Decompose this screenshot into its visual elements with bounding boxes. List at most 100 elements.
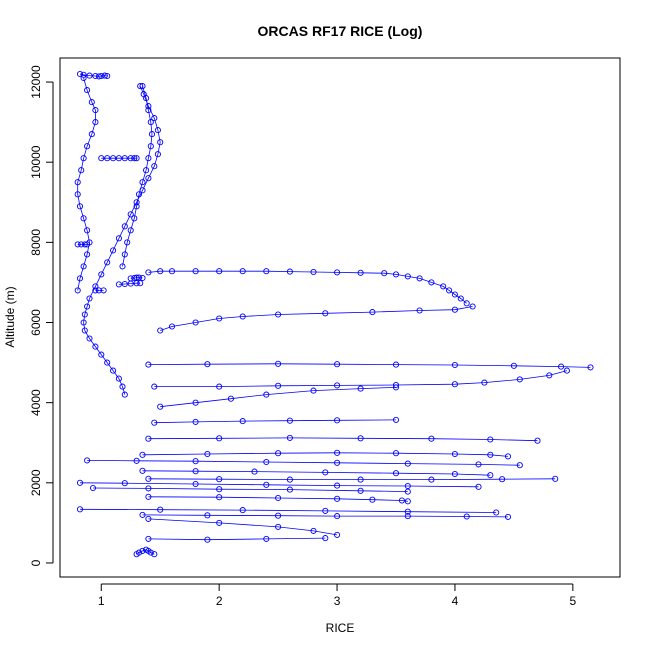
data-point bbox=[92, 343, 99, 350]
data-point bbox=[322, 469, 329, 476]
data-point bbox=[81, 311, 88, 318]
data-point bbox=[192, 418, 199, 425]
data-point bbox=[147, 143, 154, 150]
data-point bbox=[392, 470, 400, 477]
data-point bbox=[154, 127, 161, 134]
data-point bbox=[110, 247, 117, 254]
series-line bbox=[154, 370, 568, 388]
data-point bbox=[463, 513, 470, 520]
data-point bbox=[398, 497, 405, 504]
data-point bbox=[275, 450, 282, 457]
data-point bbox=[216, 383, 223, 390]
y-tick-label: 6000 bbox=[29, 309, 43, 336]
x-axis-label: RICE bbox=[326, 621, 355, 635]
series-line bbox=[122, 85, 153, 267]
data-point bbox=[131, 274, 138, 282]
data-point bbox=[404, 498, 411, 505]
data-point bbox=[78, 241, 85, 248]
data-point bbox=[216, 519, 223, 526]
data-point bbox=[357, 476, 364, 483]
series-line bbox=[148, 478, 556, 481]
data-point bbox=[286, 476, 293, 483]
data-point bbox=[192, 319, 199, 326]
data-point bbox=[334, 269, 341, 276]
data-point bbox=[357, 435, 364, 442]
x-tick-label: 2 bbox=[216, 594, 223, 608]
data-point bbox=[98, 271, 105, 278]
y-axis: 0 2000 4000 6000 8000 10000 12000 bbox=[29, 65, 54, 566]
data-point bbox=[84, 303, 91, 310]
data-point bbox=[145, 435, 152, 442]
data-point bbox=[133, 457, 140, 464]
data-point bbox=[263, 391, 270, 398]
data-point bbox=[145, 361, 152, 368]
data-point bbox=[145, 485, 152, 492]
data-point bbox=[216, 315, 223, 322]
data-point bbox=[100, 287, 107, 294]
x-axis: 1 2 3 4 5 bbox=[98, 583, 576, 608]
plot-area bbox=[74, 70, 594, 558]
data-point bbox=[139, 451, 146, 458]
data-point bbox=[416, 275, 423, 282]
data-point bbox=[104, 155, 111, 162]
data-point bbox=[140, 91, 147, 98]
data-point bbox=[127, 155, 134, 162]
data-point bbox=[121, 251, 128, 258]
data-point bbox=[516, 376, 523, 383]
data-point bbox=[416, 307, 423, 314]
data-point bbox=[76, 275, 84, 282]
data-point bbox=[192, 468, 199, 475]
series-line bbox=[79, 508, 497, 513]
data-point bbox=[148, 131, 156, 138]
data-point bbox=[139, 83, 146, 90]
data-point bbox=[80, 155, 87, 162]
data-point bbox=[119, 263, 126, 270]
data-point bbox=[192, 480, 199, 488]
data-point bbox=[563, 367, 570, 374]
data-point bbox=[92, 287, 99, 294]
data-point bbox=[463, 300, 470, 307]
data-point bbox=[204, 361, 211, 368]
data-point bbox=[404, 508, 411, 515]
series-line bbox=[92, 487, 408, 492]
data-point bbox=[487, 436, 494, 443]
data-point bbox=[127, 275, 134, 282]
data-point bbox=[534, 437, 541, 444]
data-point bbox=[88, 131, 95, 138]
data-point bbox=[86, 335, 93, 342]
data-point bbox=[404, 488, 411, 495]
data-point bbox=[98, 72, 105, 80]
data-point bbox=[80, 263, 87, 270]
data-point bbox=[139, 547, 146, 554]
data-point bbox=[275, 311, 282, 318]
data-point bbox=[510, 362, 517, 369]
data-point bbox=[151, 551, 158, 558]
data-point bbox=[322, 507, 329, 514]
series-line bbox=[148, 518, 338, 536]
data-point bbox=[115, 375, 122, 382]
data-point bbox=[133, 199, 140, 206]
y-axis-label: Altitude (m) bbox=[3, 286, 17, 347]
data-point bbox=[487, 472, 494, 479]
data-point bbox=[263, 268, 270, 275]
data-point bbox=[115, 281, 122, 288]
data-point bbox=[475, 461, 482, 468]
data-point bbox=[192, 268, 199, 275]
data-point bbox=[151, 383, 158, 390]
data-point bbox=[451, 361, 458, 369]
data-point bbox=[151, 163, 158, 170]
data-point bbox=[135, 274, 143, 281]
data-point bbox=[137, 83, 144, 90]
data-point bbox=[121, 391, 128, 398]
data-point bbox=[469, 303, 476, 310]
data-point bbox=[74, 287, 81, 294]
data-point bbox=[74, 179, 81, 186]
data-point bbox=[334, 417, 341, 424]
series-line bbox=[142, 470, 491, 476]
data-point bbox=[147, 549, 154, 556]
data-point bbox=[552, 475, 559, 482]
series-line bbox=[160, 306, 473, 331]
data-point bbox=[145, 269, 152, 276]
data-point bbox=[204, 536, 211, 543]
